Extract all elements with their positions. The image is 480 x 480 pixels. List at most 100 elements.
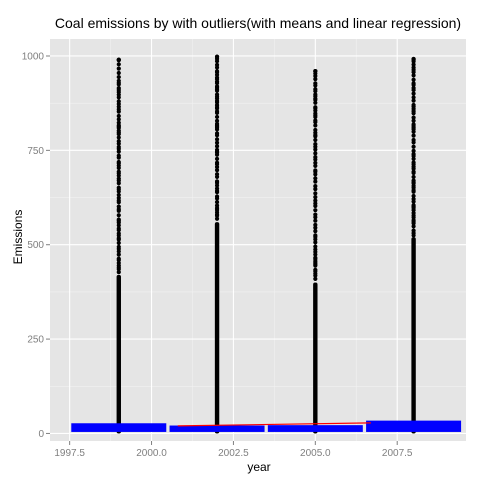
emission-point <box>116 74 121 80</box>
emission-point <box>313 154 318 160</box>
chart-title: Coal emissions by with outliers(with mea… <box>55 15 461 31</box>
emission-point <box>116 78 121 83</box>
emission-point <box>116 240 121 246</box>
emission-point <box>313 255 318 260</box>
points-dense-band <box>313 282 318 434</box>
emission-point <box>214 203 220 208</box>
emission-point <box>313 176 318 181</box>
emission-point <box>116 226 121 231</box>
emission-point <box>313 92 318 97</box>
emission-point <box>214 121 220 126</box>
emission-point <box>214 186 220 191</box>
emission-point <box>116 99 121 104</box>
emission-point <box>214 92 220 97</box>
emission-point <box>116 159 121 165</box>
regression-line <box>177 422 372 427</box>
emission-point <box>411 56 416 62</box>
y-tick-label: 500 <box>27 240 44 251</box>
emission-point <box>411 193 416 199</box>
emission-point <box>411 144 416 149</box>
emission-point <box>411 137 416 143</box>
emission-point <box>313 127 318 133</box>
emission-point <box>116 113 121 119</box>
emission-point <box>313 168 318 173</box>
emission-point <box>313 222 318 228</box>
emission-point <box>411 133 416 138</box>
emission-point <box>313 244 318 249</box>
emission-point <box>411 102 416 108</box>
emission-point <box>411 95 416 100</box>
emission-point <box>214 147 220 152</box>
emission-point <box>214 69 220 74</box>
emission-point <box>116 66 121 71</box>
mean-boxes <box>71 420 462 432</box>
x-tick-label: 1997.5 <box>54 448 85 459</box>
mean-box <box>366 420 462 432</box>
emission-point <box>214 144 220 149</box>
emission-point <box>313 137 318 143</box>
y-tick-label: 0 <box>38 429 44 440</box>
emission-point <box>214 84 220 89</box>
mean-box <box>267 425 363 432</box>
emission-point <box>313 100 318 105</box>
emission-point <box>313 105 318 110</box>
emission-points <box>116 54 416 434</box>
emission-point <box>313 229 318 234</box>
emission-point <box>214 140 220 145</box>
emission-point <box>313 184 318 189</box>
emission-point <box>116 185 121 190</box>
emission-point <box>411 148 416 153</box>
emission-point <box>411 178 416 183</box>
emission-point <box>313 218 318 223</box>
regression-line-group <box>177 422 372 427</box>
emission-point <box>411 196 416 202</box>
emission-point <box>116 85 121 91</box>
points-dense-band <box>214 222 220 434</box>
x-tick-label: 2002.5 <box>218 448 249 459</box>
emission-point <box>116 204 121 209</box>
emission-point <box>313 247 318 252</box>
emission-point <box>214 131 220 136</box>
emission-point <box>411 91 416 96</box>
emission-point <box>313 208 318 213</box>
emission-point <box>411 224 416 229</box>
emission-point <box>116 153 121 158</box>
emission-point <box>313 212 318 217</box>
y-tick-label: 1000 <box>22 51 45 62</box>
emission-point <box>411 152 416 157</box>
emission-point <box>411 115 416 120</box>
emission-point <box>313 240 318 245</box>
emission-point <box>116 117 121 122</box>
emission-point <box>116 252 121 257</box>
emission-point <box>116 231 121 236</box>
emission-point <box>214 54 220 59</box>
emission-point <box>313 198 318 203</box>
emission-point <box>313 191 318 196</box>
emission-point <box>214 168 220 173</box>
emission-point <box>411 122 416 127</box>
y-tick-label: 250 <box>27 335 44 346</box>
emission-point <box>313 151 318 156</box>
points-dense-band <box>116 274 121 434</box>
y-tick-label: 750 <box>27 146 44 157</box>
mean-box <box>71 423 167 432</box>
x-tick-label: 2007.5 <box>382 448 413 459</box>
emission-point <box>411 81 416 86</box>
emission-point <box>116 256 121 261</box>
emission-point <box>313 186 318 192</box>
emission-point <box>214 172 220 177</box>
emission-point <box>116 62 121 67</box>
emission-point <box>313 87 318 92</box>
emission-point <box>411 228 416 233</box>
emission-point <box>411 73 416 78</box>
y-axis-title: Emissions <box>11 210 25 265</box>
emission-point <box>313 123 318 128</box>
emission-point <box>313 163 318 169</box>
emission-point <box>313 77 318 82</box>
emission-point <box>313 276 318 281</box>
emission-point <box>313 118 318 123</box>
emission-point <box>214 179 220 184</box>
emission-point <box>411 77 416 82</box>
emission-point <box>313 111 318 116</box>
